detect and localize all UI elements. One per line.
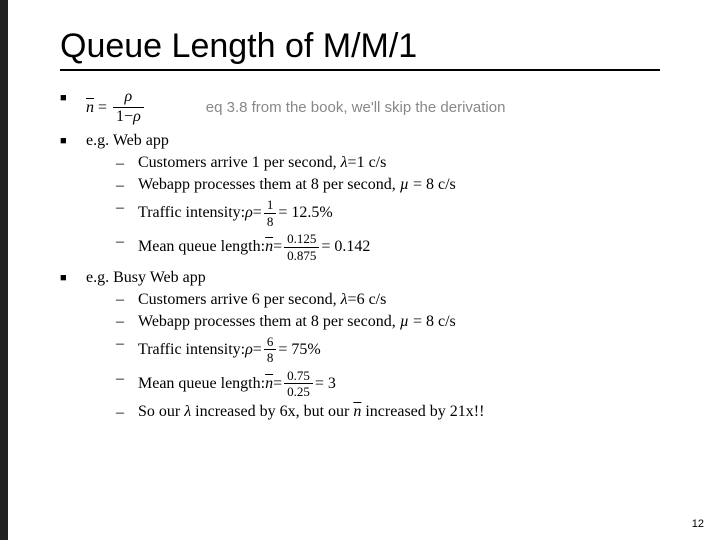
ex2-so: So our λ increased by 6x, but our n incr… xyxy=(108,403,660,421)
ex1-arrive-text: Customers arrive 1 per second, xyxy=(138,154,341,171)
ex1-arrive: Customers arrive 1 per second, λ=1 c/s xyxy=(108,154,660,172)
ex2-traffic-num: 6 xyxy=(264,335,277,351)
ex1-traffic: Traffic intensity: ρ = 1 8 = 12.5% xyxy=(108,198,660,228)
bullet-list: n = ρ 1−ρ eq 3.8 from the book, we'll sk… xyxy=(60,89,660,421)
left-sidebar xyxy=(0,0,8,540)
ex2-mean-num: 0.75 xyxy=(284,369,313,385)
ex2-arrive-text: Customers arrive 6 per second, xyxy=(138,291,341,308)
ex2-mean: Mean queue length: n = 0.75 0.25 = 3 xyxy=(108,369,660,399)
ex1-mean-eq: = xyxy=(273,238,282,256)
ex2-mean-eq: = xyxy=(273,375,282,393)
ex1-arrive-val: =1 c/s xyxy=(348,154,387,171)
formula-frac: ρ 1−ρ xyxy=(113,89,144,126)
rho-icon: ρ xyxy=(245,341,253,359)
example2-bullet: e.g. Busy Web app Customers arrive 6 per… xyxy=(60,269,660,422)
ex1-mean-den: 0.875 xyxy=(284,248,319,263)
slide: Queue Length of M/M/1 n = ρ 1−ρ eq 3.8 f… xyxy=(0,0,720,540)
ex2-arrive-val: =6 c/s xyxy=(348,291,387,308)
page-number: 12 xyxy=(692,518,704,530)
nbar-icon: n xyxy=(265,238,273,256)
example1-sublist: Customers arrive 1 per second, λ=1 c/s W… xyxy=(86,154,660,263)
ex2-process-val: = 8 c/s xyxy=(409,313,456,330)
ex1-traffic-frac: 1 8 xyxy=(264,198,277,228)
ex2-traffic: Traffic intensity: ρ = 6 8 = 75% xyxy=(108,335,660,365)
formula-eq: = xyxy=(94,99,111,117)
formula-den: 1−ρ xyxy=(113,108,144,126)
example1-heading: e.g. Web app xyxy=(86,132,169,149)
lambda-icon: λ xyxy=(341,154,348,171)
ex1-process: Webapp processes them at 8 per second, µ… xyxy=(108,176,660,194)
ex1-traffic-num: 1 xyxy=(264,198,277,214)
ex2-traffic-frac: 6 8 xyxy=(264,335,277,365)
ex1-mean-res: = 0.142 xyxy=(321,238,370,256)
ex2-process-text: Webapp processes them at 8 per second, xyxy=(138,313,400,330)
ex2-traffic-res: = 75% xyxy=(278,341,320,359)
example2-sublist: Customers arrive 6 per second, λ=6 c/s W… xyxy=(86,291,660,422)
ex2-traffic-eq: = xyxy=(253,341,262,359)
ex1-mean-frac: 0.125 0.875 xyxy=(284,232,319,262)
formula-bullet: n = ρ 1−ρ eq 3.8 from the book, we'll sk… xyxy=(60,89,660,126)
ex1-process-val: = 8 c/s xyxy=(409,176,456,193)
ex1-mean-label: Mean queue length: xyxy=(138,238,265,256)
formula-lhs: n xyxy=(86,99,94,117)
ex1-traffic-eq: = xyxy=(253,204,262,222)
example2-heading: e.g. Busy Web app xyxy=(86,269,206,286)
mu-icon: µ xyxy=(400,313,409,330)
ex1-mean: Mean queue length: n = 0.125 0.875 = 0.1… xyxy=(108,232,660,262)
example1-bullet: e.g. Web app Customers arrive 1 per seco… xyxy=(60,132,660,263)
ex2-so-b: increased by 6x, but our xyxy=(191,403,353,420)
formula-note: eq 3.8 from the book, we'll skip the der… xyxy=(206,99,506,116)
ex1-mean-num: 0.125 xyxy=(284,232,319,248)
ex2-traffic-label: Traffic intensity: xyxy=(138,341,245,359)
ex1-traffic-den: 8 xyxy=(264,214,277,229)
nbar-icon: n xyxy=(265,375,273,393)
slide-title: Queue Length of M/M/1 xyxy=(60,28,660,71)
mu-icon: µ xyxy=(400,176,409,193)
ex2-mean-label: Mean queue length: xyxy=(138,375,265,393)
ex2-mean-den: 0.25 xyxy=(284,384,313,399)
ex2-so-c: increased by 21x!! xyxy=(361,403,484,420)
ex2-process: Webapp processes them at 8 per second, µ… xyxy=(108,313,660,331)
ex1-process-text: Webapp processes them at 8 per second, xyxy=(138,176,400,193)
ex2-arrive: Customers arrive 6 per second, λ=6 c/s xyxy=(108,291,660,309)
formula-num: ρ xyxy=(113,89,144,108)
formula-line: n = ρ 1−ρ eq 3.8 from the book, we'll sk… xyxy=(86,89,505,126)
ex1-traffic-res: = 12.5% xyxy=(278,204,332,222)
ex2-traffic-den: 8 xyxy=(264,350,277,365)
rho-icon: ρ xyxy=(245,204,253,222)
ex2-mean-frac: 0.75 0.25 xyxy=(284,369,313,399)
ex1-traffic-label: Traffic intensity: xyxy=(138,204,245,222)
ex2-mean-res: = 3 xyxy=(315,375,336,393)
lambda-icon: λ xyxy=(341,291,348,308)
ex2-so-a: So our xyxy=(138,403,184,420)
